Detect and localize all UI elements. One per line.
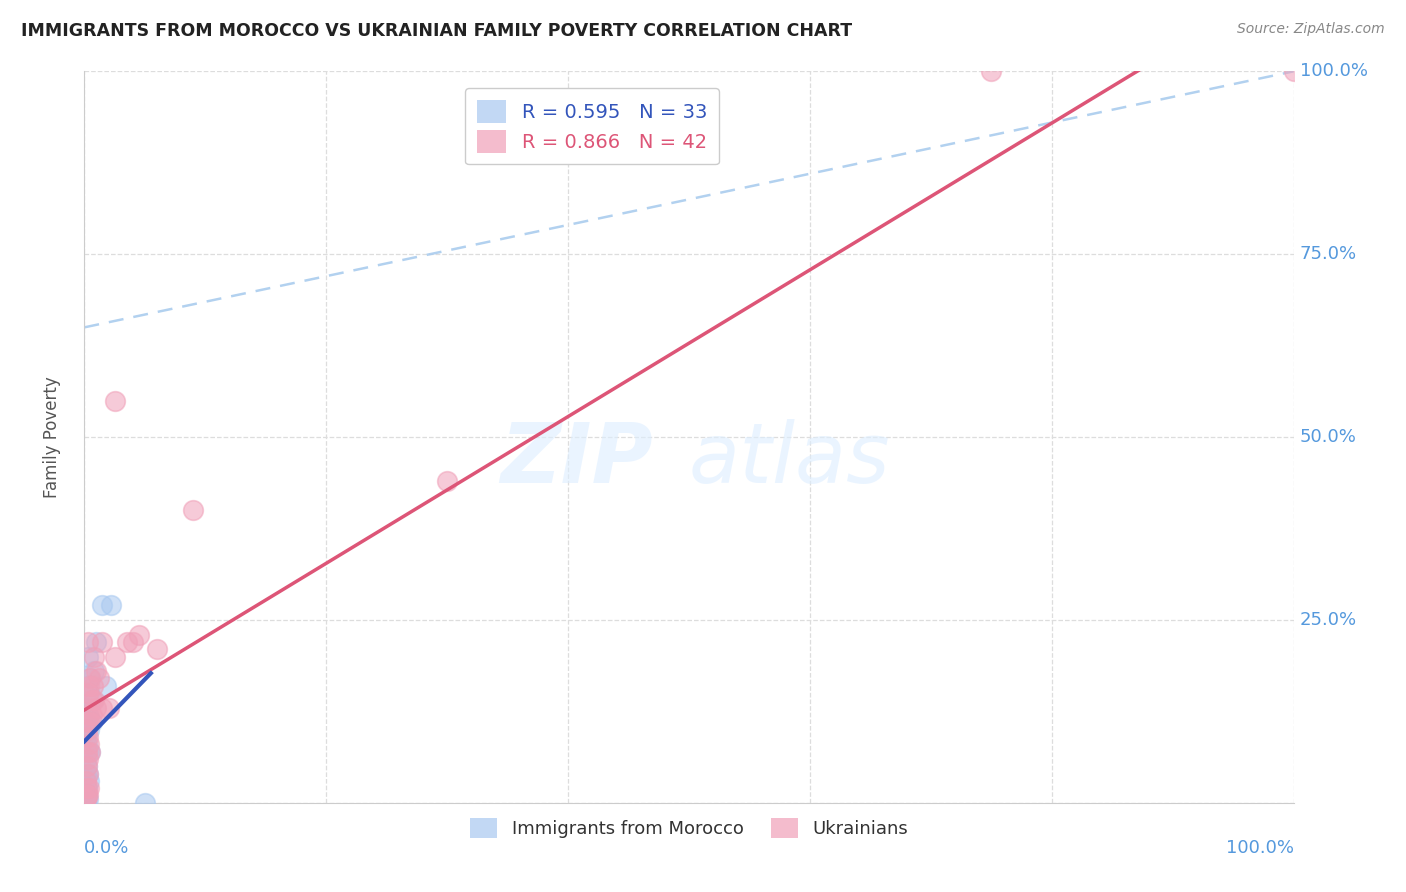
- Point: [76, 789, 98, 803]
- Point: [77, 752, 100, 766]
- Point: [83, 649, 105, 664]
- Point: [75, 773, 97, 788]
- Point: [75, 773, 97, 788]
- Point: [128, 627, 150, 641]
- Text: ZIP: ZIP: [501, 418, 652, 500]
- Point: [79, 745, 101, 759]
- Point: [100, 599, 122, 613]
- Point: [77, 766, 100, 780]
- Point: [76, 781, 98, 796]
- Text: 100.0%: 100.0%: [1299, 62, 1368, 80]
- Point: [77, 737, 100, 751]
- Point: [77, 789, 100, 803]
- Point: [75, 752, 97, 766]
- Point: [436, 474, 458, 488]
- Point: [86, 700, 108, 714]
- Point: [75, 789, 97, 803]
- Point: [79, 745, 101, 759]
- Point: [77, 686, 100, 700]
- Point: [80, 715, 103, 730]
- Point: [83, 664, 105, 678]
- Point: [97, 700, 120, 714]
- Text: 75.0%: 75.0%: [1299, 245, 1357, 263]
- Point: [77, 781, 100, 796]
- Point: [980, 64, 1002, 78]
- Point: [75, 792, 97, 806]
- Point: [75, 796, 97, 810]
- Point: [80, 693, 103, 707]
- Y-axis label: Family Poverty: Family Poverty: [42, 376, 60, 498]
- Point: [146, 642, 169, 657]
- Point: [76, 781, 98, 796]
- Point: [77, 723, 100, 737]
- Point: [80, 708, 103, 723]
- Point: [76, 679, 98, 693]
- Point: [76, 745, 98, 759]
- Point: [91, 599, 114, 613]
- Point: [75, 730, 97, 744]
- Point: [82, 679, 104, 693]
- Point: [77, 730, 100, 744]
- Point: [79, 672, 101, 686]
- Point: [86, 664, 108, 678]
- Point: [87, 672, 110, 686]
- Point: [77, 708, 100, 723]
- Point: [75, 792, 97, 806]
- Point: [76, 759, 98, 773]
- Text: IMMIGRANTS FROM MOROCCO VS UKRAINIAN FAMILY POVERTY CORRELATION CHART: IMMIGRANTS FROM MOROCCO VS UKRAINIAN FAM…: [21, 22, 852, 40]
- Point: [77, 708, 100, 723]
- Point: [104, 393, 127, 408]
- Point: [75, 766, 97, 780]
- Point: [104, 649, 127, 664]
- Text: 100.0%: 100.0%: [1226, 839, 1294, 857]
- Point: [76, 759, 98, 773]
- Text: 25.0%: 25.0%: [1299, 611, 1357, 629]
- Text: 0.0%: 0.0%: [84, 839, 129, 857]
- Text: Source: ZipAtlas.com: Source: ZipAtlas.com: [1237, 22, 1385, 37]
- Point: [76, 715, 98, 730]
- Point: [79, 672, 101, 686]
- Point: [77, 773, 100, 788]
- Legend: Immigrants from Morocco, Ukrainians: Immigrants from Morocco, Ukrainians: [463, 811, 915, 845]
- Point: [1282, 64, 1305, 78]
- Text: atlas: atlas: [689, 418, 890, 500]
- Point: [75, 796, 97, 810]
- Point: [79, 715, 101, 730]
- Point: [82, 693, 104, 707]
- Point: [121, 635, 143, 649]
- Point: [134, 796, 156, 810]
- Point: [115, 635, 138, 649]
- Point: [77, 686, 100, 700]
- Text: 50.0%: 50.0%: [1299, 428, 1357, 446]
- Point: [94, 679, 117, 693]
- Point: [83, 693, 105, 707]
- Point: [77, 715, 100, 730]
- Point: [91, 700, 114, 714]
- Point: [77, 649, 100, 664]
- Point: [76, 723, 98, 737]
- Point: [77, 792, 100, 806]
- Point: [75, 700, 97, 714]
- Point: [91, 635, 114, 649]
- Point: [77, 745, 100, 759]
- Point: [77, 766, 100, 780]
- Point: [181, 503, 204, 517]
- Point: [76, 737, 98, 751]
- Point: [77, 679, 100, 693]
- Point: [76, 789, 98, 803]
- Point: [86, 635, 108, 649]
- Point: [77, 635, 100, 649]
